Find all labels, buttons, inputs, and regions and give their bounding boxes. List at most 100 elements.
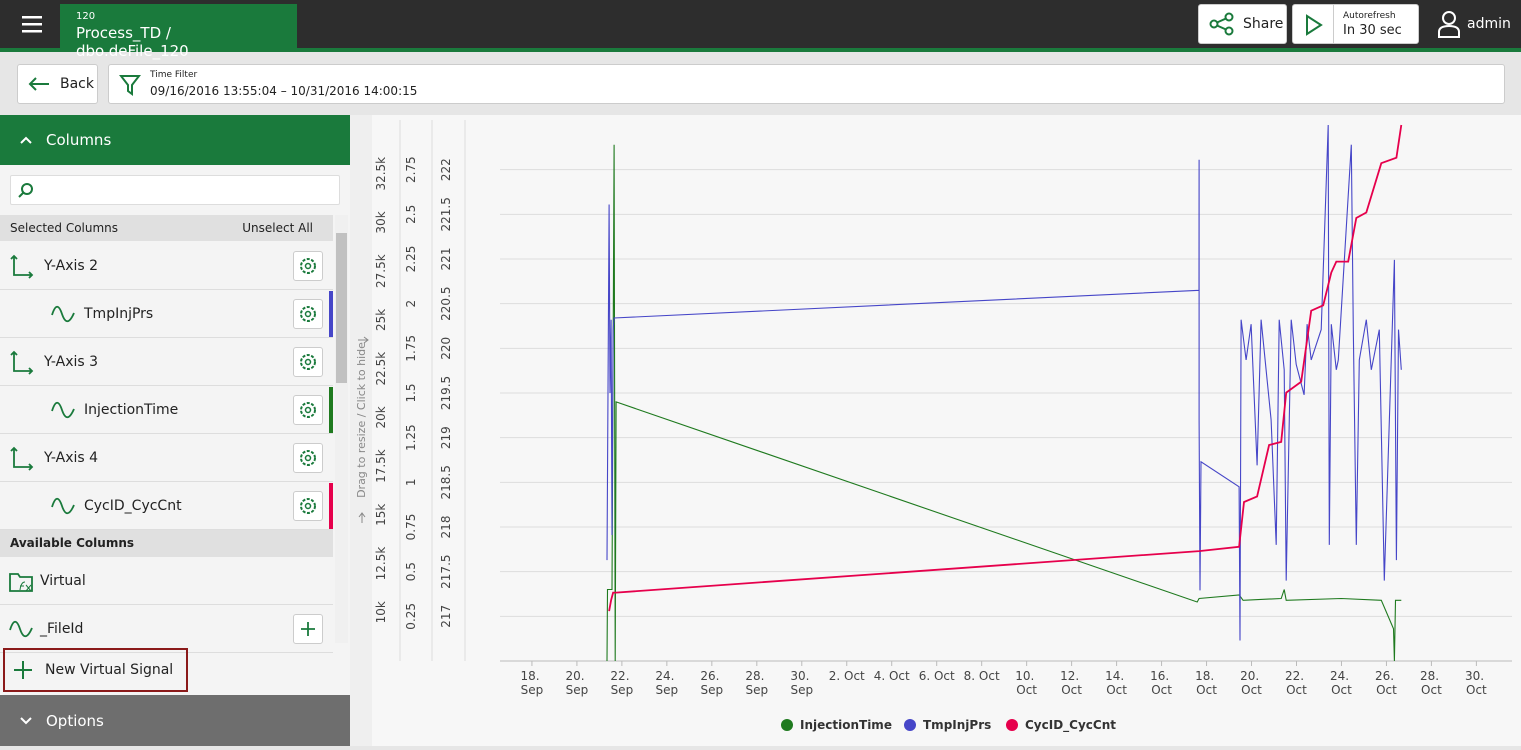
gear-ring: [300, 306, 316, 322]
y-tick-label: 218: [439, 516, 453, 539]
x-tick-label: 30. Sep: [790, 669, 813, 697]
legend-swatch: [1006, 719, 1018, 731]
user-icon: [1438, 11, 1460, 38]
gear-ring: [300, 354, 316, 370]
user-menu[interactable]: admin: [1437, 10, 1511, 38]
columns-header[interactable]: Columns: [0, 115, 350, 165]
column-color: [329, 387, 333, 433]
file-tab[interactable]: 120 Process_TD / dbo.deFile_120: [60, 4, 297, 60]
splitter-arrows: [358, 336, 369, 523]
x-tick-label: 24. Oct: [1330, 669, 1353, 697]
axis-icon: [10, 254, 34, 279]
y-tick-label: 1.5: [404, 383, 418, 402]
y-tick-label: 2.25: [404, 246, 418, 273]
x-tick-label: 20. Sep: [565, 669, 588, 697]
y-tick-label: 25k: [374, 309, 388, 331]
back-label: Back: [60, 76, 94, 92]
share-button[interactable]: Share: [1198, 4, 1287, 44]
column-row[interactable]: Y-Axis 2: [0, 242, 333, 290]
column-label: Y-Axis 4: [44, 449, 99, 466]
x-tick-label: 12. Oct: [1060, 669, 1083, 697]
signal-glyph: [51, 305, 75, 322]
unselect-all[interactable]: Unselect All: [242, 221, 313, 235]
gear-hub: [304, 310, 312, 318]
sidebar: Columns Selected Columns Unselect All Y-…: [0, 115, 350, 746]
column-row[interactable]: Y-Axis 4: [0, 434, 333, 482]
column-label: Y-Axis 2: [44, 257, 99, 274]
scrollbar[interactable]: [335, 215, 348, 643]
column-row[interactable]: Virtual: [0, 557, 333, 605]
signal-icon: [51, 401, 75, 418]
play-icon: [1306, 14, 1323, 36]
gear-icon: [300, 498, 316, 514]
folder-glyph: [9, 572, 33, 592]
x-tick-label: 20. Oct: [1240, 669, 1263, 697]
gear-hub: [304, 454, 312, 462]
gear-ring: [300, 258, 316, 274]
gear-hub: [304, 262, 312, 270]
search-box[interactable]: [10, 175, 340, 205]
selected-columns-title: Selected Columns: [10, 221, 119, 235]
axis-glyph: [10, 446, 34, 471]
add-button[interactable]: [293, 614, 323, 644]
collapse-icon: [20, 136, 32, 144]
signal-icon: [9, 620, 33, 637]
x-tick-label: 10. Oct: [1015, 669, 1038, 697]
settings-button[interactable]: [293, 347, 323, 377]
y-tick-label: 217.5: [439, 554, 453, 588]
x-tick-label: 14. Oct: [1105, 669, 1128, 697]
chart-panel: Drag to resize / Click to hide 217 217.5 2…: [350, 115, 1521, 746]
columns-title: Columns: [46, 131, 112, 149]
options-header[interactable]: Options: [0, 695, 350, 746]
file-number: 120: [76, 11, 96, 22]
new-virtual-signal[interactable]: New Virtual Signal: [3, 648, 188, 692]
column-row[interactable]: CycID_CycCnt: [0, 482, 333, 530]
gear-icon: [300, 402, 316, 418]
new-virtual-signal-label: New Virtual Signal: [45, 662, 174, 678]
y-tick-label: 221: [439, 248, 453, 271]
share-icon: [1209, 12, 1234, 36]
menu-button[interactable]: [20, 14, 44, 34]
gear-icon: [300, 354, 316, 370]
x-tick-label: 28. Sep: [745, 669, 768, 697]
column-row[interactable]: InjectionTime: [0, 386, 333, 434]
settings-button[interactable]: [293, 491, 323, 521]
x-tick-label: 18. Sep: [520, 669, 543, 697]
y-tick-label: 27.5k: [374, 254, 388, 288]
settings-button[interactable]: [293, 251, 323, 281]
autorefresh-button[interactable]: Autorefresh In 30 sec: [1292, 4, 1419, 44]
plus-icon: [14, 661, 32, 679]
y-tick-label: 2: [404, 300, 418, 308]
back-button[interactable]: Back: [17, 64, 98, 104]
x-tick-label: 24. Sep: [655, 669, 678, 697]
axis-icon: [10, 350, 34, 375]
y-tick-label: 220.5: [439, 286, 453, 320]
chart: Drag to resize / Click to hide 217 217.5 2…: [350, 115, 1512, 746]
plus-icon: [301, 622, 315, 636]
back-arrow: [28, 77, 49, 91]
fx-glyph: [19, 581, 32, 591]
time-filter[interactable]: Time Filter 09/16/2016 13:55:04 – 10/31/…: [108, 64, 1505, 104]
signal-glyph: [51, 401, 75, 418]
gear-ring: [300, 402, 316, 418]
y-tick-label: 217: [439, 605, 453, 628]
legend-label: TmpInjPrs: [923, 718, 991, 732]
y-tick-label: 218.5: [439, 465, 453, 499]
settings-button[interactable]: [293, 443, 323, 473]
y-tick-label: 12.5k: [374, 547, 388, 581]
splitter[interactable]: [350, 115, 372, 746]
column-row[interactable]: TmpInjPrs: [0, 290, 333, 338]
time-filter-label: Time Filter: [150, 70, 198, 80]
signal-icon: [51, 497, 75, 514]
gear-hub: [304, 358, 312, 366]
settings-button[interactable]: [293, 299, 323, 329]
axis-glyph: [10, 350, 34, 375]
y-tick-label: 15k: [374, 504, 388, 526]
y-tick-label: 220: [439, 337, 453, 360]
x-tick-label: 22. Sep: [610, 669, 633, 697]
settings-button[interactable]: [293, 395, 323, 425]
column-row[interactable]: _FileId: [0, 605, 333, 653]
available-columns-header: Available Columns: [0, 530, 333, 557]
column-row[interactable]: Y-Axis 3: [0, 338, 333, 386]
selected-columns-header: Selected Columns Unselect All: [0, 215, 333, 241]
